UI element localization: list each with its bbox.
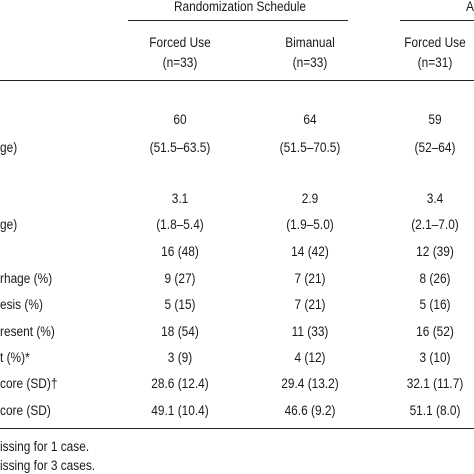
footnote: issing for 3 cases. xyxy=(0,458,96,473)
cell: 46.6 (9.2) xyxy=(284,403,336,418)
rule xyxy=(0,80,474,81)
row-label: ge) xyxy=(0,140,18,155)
cell: 11 (33) xyxy=(291,324,329,339)
cell: 28.6 (12.4) xyxy=(151,376,209,391)
cell: 3.1 xyxy=(171,191,189,206)
cell: 60 xyxy=(173,112,187,127)
row-label: t (%)* xyxy=(0,350,30,365)
cell: 16 (48) xyxy=(161,244,199,259)
group-label: A xyxy=(466,0,474,14)
cell: (51.5–63.5) xyxy=(149,140,211,155)
cell: (52–64) xyxy=(414,140,456,155)
cell: 18 (54) xyxy=(161,324,199,339)
cell: 29.4 (13.2) xyxy=(281,376,339,391)
cell: 3 (9) xyxy=(167,350,193,365)
cell: 32.1 (11.7) xyxy=(406,376,464,391)
column-n: (n=31) xyxy=(417,55,453,70)
rule xyxy=(0,428,474,429)
cell: 5 (15) xyxy=(164,297,196,312)
column-n: (n=33) xyxy=(162,55,198,70)
cell: 59 xyxy=(428,112,442,127)
cell: 3 (10) xyxy=(419,350,451,365)
cell: 8 (26) xyxy=(419,271,451,286)
column-name: Forced Use xyxy=(404,35,466,50)
row-label: resent (%) xyxy=(0,324,55,339)
cell: 9 (27) xyxy=(164,271,196,286)
cell: 7 (21) xyxy=(294,297,326,312)
row-label: core (SD) xyxy=(0,403,51,418)
column-name: Forced Use xyxy=(149,35,211,50)
cell: 64 xyxy=(303,112,317,127)
row-label: core (SD)† xyxy=(0,376,58,391)
row-label: esis (%) xyxy=(0,297,43,312)
cell: (51.5–70.5) xyxy=(279,140,341,155)
cell: 2.9 xyxy=(301,191,319,206)
row-label: ge) xyxy=(0,217,18,232)
cell: 14 (42) xyxy=(291,244,329,259)
cell: 5 (16) xyxy=(419,297,451,312)
group-label: Randomization Schedule xyxy=(173,0,307,14)
rule xyxy=(400,20,474,21)
cell: 7 (21) xyxy=(294,271,326,286)
cell: (1.8–5.4) xyxy=(156,217,204,232)
footnote: issing for 1 case. xyxy=(0,439,90,454)
cell: 51.1 (8.0) xyxy=(409,403,461,418)
cell: 12 (39) xyxy=(416,244,454,259)
cell: (1.9–5.0) xyxy=(286,217,334,232)
cell: 49.1 (10.4) xyxy=(151,403,209,418)
column-name: Bimanual xyxy=(285,35,335,50)
cell: 16 (52) xyxy=(416,324,454,339)
cell: 4 (12) xyxy=(294,350,326,365)
row-label: rhage (%) xyxy=(0,271,53,286)
column-n: (n=33) xyxy=(292,55,328,70)
cell: 3.4 xyxy=(426,191,444,206)
cell: (2.1–7.0) xyxy=(411,217,459,232)
rule xyxy=(128,20,348,21)
